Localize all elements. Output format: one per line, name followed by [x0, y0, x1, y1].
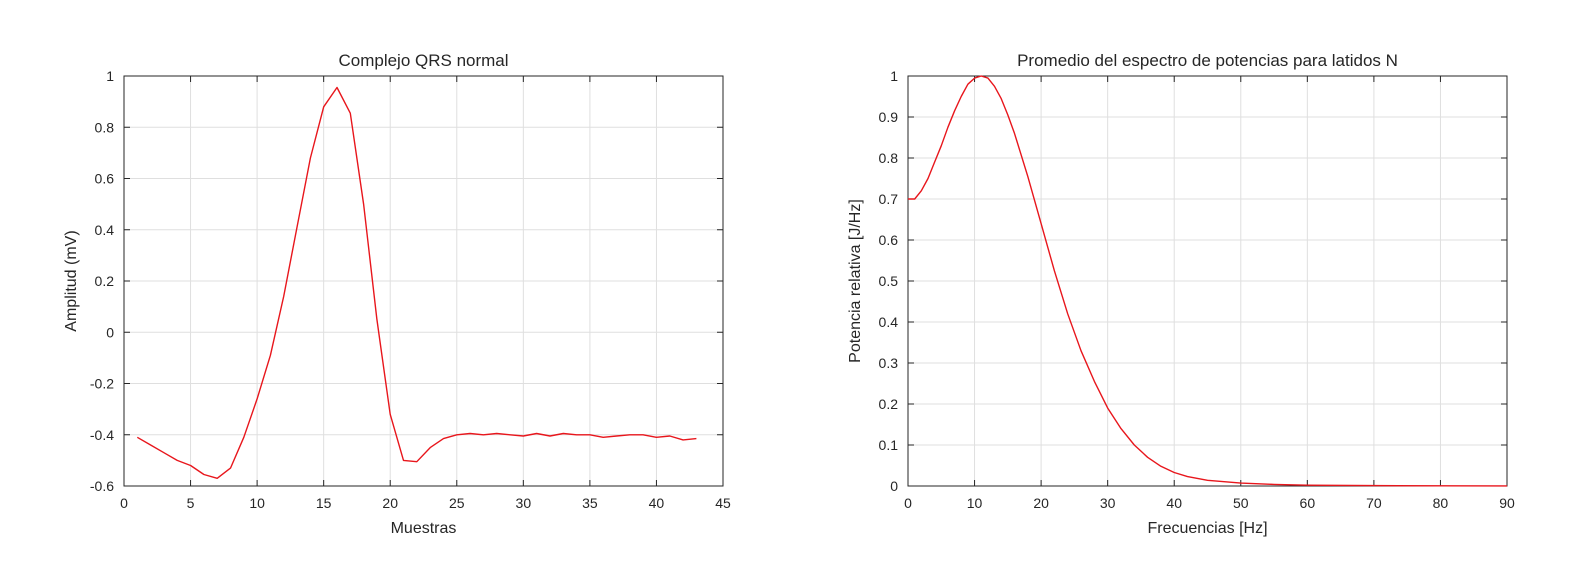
chart-power-spectrum: 0 10 20 30 40 50 60 70 80 90 0 0.1 0.2 0.3 0.4 0.5 0.6 0.… — [847, 51, 1515, 537]
x-tick-label: 40 — [649, 495, 665, 511]
chart-title: Promedio del espectro de potencias para … — [1017, 51, 1398, 70]
x-tick-label: 45 — [715, 495, 731, 511]
y-tick-label: -0.2 — [90, 376, 114, 392]
x-tick-label: 0 — [120, 495, 128, 511]
y-tick-label: 0.7 — [879, 191, 899, 207]
x-tick-label: 20 — [1033, 495, 1049, 511]
series-line — [136, 86, 697, 479]
x-tick-label: 35 — [582, 495, 598, 511]
chart-qrs-complex: 0 5 10 15 20 25 30 35 40 45 -0.6 -0.4 -0.2 0 0.2 0.4 0.6… — [63, 51, 731, 537]
y-tick-label: 0.3 — [879, 355, 899, 371]
y-tick-label: 0.4 — [879, 314, 899, 330]
chart-title: Complejo QRS normal — [338, 51, 508, 70]
y-tick-label: 0.6 — [879, 232, 899, 248]
y-tick-label: 0.5 — [879, 273, 899, 289]
x-tick-label: 50 — [1233, 495, 1249, 511]
y-tick-label: 0.2 — [879, 396, 899, 412]
y-tick-label: 0.9 — [879, 109, 899, 125]
x-tick-label: 15 — [316, 495, 332, 511]
y-tick-label: -0.6 — [90, 478, 114, 494]
x-tick-label: 70 — [1366, 495, 1382, 511]
x-axis-label: Muestras — [391, 520, 457, 537]
y-tick-label: 0.4 — [95, 222, 115, 238]
y-tick-label: 0.2 — [95, 273, 115, 289]
series-line — [908, 75, 1508, 487]
x-tick-label: 30 — [516, 495, 532, 511]
y-tick-label: -0.4 — [90, 427, 114, 443]
x-tick-label: 10 — [249, 495, 265, 511]
y-axis-label: Amplitud (mV) — [63, 230, 80, 331]
y-tick-label: 1 — [890, 68, 898, 84]
y-tick-label: 1 — [106, 68, 114, 84]
x-tick-label: 80 — [1433, 495, 1449, 511]
y-tick-label: 0.8 — [879, 150, 899, 166]
x-tick-label: 0 — [904, 495, 912, 511]
x-tick-label: 30 — [1100, 495, 1116, 511]
x-tick-label: 40 — [1166, 495, 1182, 511]
y-tick-label: 0.8 — [95, 119, 115, 135]
y-axis-label: Potencia relativa [J/Hz] — [847, 199, 864, 363]
y-tick-label: 0 — [106, 324, 114, 340]
x-tick-label: 60 — [1300, 495, 1316, 511]
y-tick-label: 0 — [890, 478, 898, 494]
x-tick-label: 5 — [187, 495, 195, 511]
y-tick-label: 0.6 — [95, 171, 115, 187]
x-axis-label: Frecuencias [Hz] — [1147, 520, 1267, 537]
x-tick-label: 25 — [449, 495, 465, 511]
x-tick-label: 10 — [967, 495, 983, 511]
x-tick-label: 90 — [1499, 495, 1515, 511]
x-tick-label: 20 — [382, 495, 398, 511]
y-tick-label: 0.1 — [879, 437, 899, 453]
